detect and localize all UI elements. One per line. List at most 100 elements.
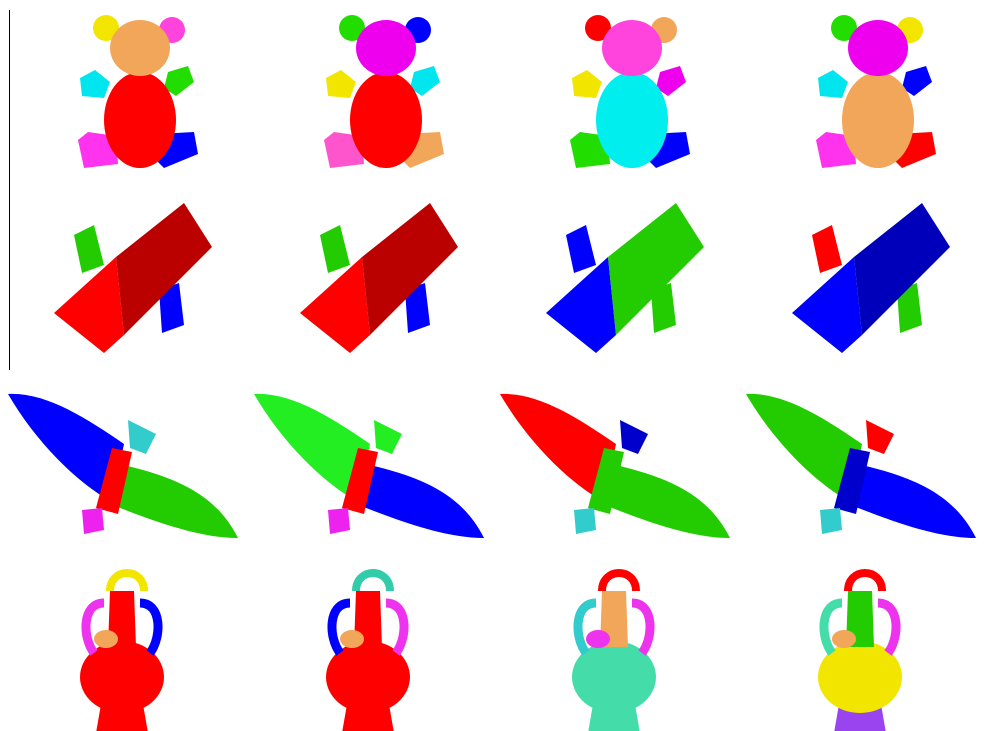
block-top-face — [116, 203, 212, 335]
bird-body — [96, 448, 132, 514]
shape-render-teddy-bear — [570, 15, 690, 168]
shape-cell-block — [492, 185, 738, 365]
block-peg-front — [651, 283, 676, 333]
shape-cell-block — [246, 185, 492, 365]
bear-head — [356, 20, 416, 76]
bear-body — [842, 72, 914, 168]
shape-group-vase — [326, 569, 410, 731]
shape-render-vase — [326, 569, 410, 731]
block-front-face — [300, 257, 370, 353]
block-top-face — [854, 203, 950, 335]
bird-head — [328, 508, 350, 534]
block-peg-back — [566, 225, 596, 273]
bird-wing-left — [500, 393, 616, 502]
bird-tail — [128, 420, 156, 454]
shape-cell-block — [738, 185, 984, 365]
block-peg-back — [812, 225, 842, 273]
shape-render-block — [792, 203, 950, 353]
bear-arm-left — [80, 70, 110, 98]
bear-ear-left — [831, 15, 857, 41]
bird-wing-right — [110, 466, 238, 538]
bird-wing-left — [254, 393, 370, 502]
bear-arm-left — [818, 70, 848, 98]
shape-render-block — [54, 203, 212, 353]
shape-cell-vase — [492, 555, 738, 731]
shape-cell-teddy-bear — [738, 0, 984, 180]
block-peg-back — [320, 225, 350, 273]
vase-handle-right — [385, 598, 409, 656]
block-peg-front — [897, 283, 922, 333]
bird-head — [82, 508, 104, 534]
bear-ear-left — [339, 15, 365, 41]
bird-tail — [866, 420, 894, 454]
vase-handle-right — [877, 598, 901, 656]
block-front-face — [546, 257, 616, 353]
shape-group-bird — [254, 393, 484, 538]
vase-neck — [600, 591, 628, 647]
vase-handle-left — [327, 598, 351, 656]
block-front-face — [54, 257, 124, 353]
bear-arm-left — [326, 70, 356, 98]
bird-body — [588, 448, 624, 514]
bird-wing-right — [602, 466, 730, 538]
shape-group-block — [54, 203, 212, 353]
left-divider-line — [9, 10, 10, 370]
shape-cell-bird — [246, 368, 492, 548]
vase-body — [326, 641, 410, 713]
shape-group-block — [546, 203, 704, 353]
bear-ear-left — [585, 15, 611, 41]
bear-arm-right — [656, 66, 686, 96]
bear-body — [596, 72, 668, 168]
block-top-face — [362, 203, 458, 335]
vase-body — [80, 641, 164, 713]
vase-top-handle — [844, 569, 886, 592]
vase-neck — [354, 591, 382, 647]
vase-handle-left — [573, 598, 597, 656]
bird-wing-right — [848, 466, 976, 538]
shape-cell-bird — [738, 368, 984, 548]
shape-cell-block — [0, 185, 246, 365]
bear-arm-right — [902, 66, 932, 96]
vase-handle-left — [819, 598, 843, 656]
bird-wing-left — [8, 393, 124, 502]
shape-group-teddy-bear — [570, 15, 690, 168]
shape-render-vase — [80, 569, 164, 731]
shape-group-block — [300, 203, 458, 353]
bird-head — [820, 508, 842, 534]
shape-cell-vase — [246, 555, 492, 731]
bear-head — [602, 20, 662, 76]
bird-body — [342, 448, 378, 514]
shape-render-bird — [500, 393, 730, 538]
block-peg-front — [159, 283, 184, 333]
shape-render-bird — [254, 393, 484, 538]
shape-render-block — [300, 203, 458, 353]
shape-render-teddy-bear — [324, 15, 444, 168]
shape-render-teddy-bear — [78, 15, 198, 168]
shape-cell-bird — [492, 368, 738, 548]
bird-head — [574, 508, 596, 534]
shape-group-bird — [500, 393, 730, 538]
bird-body — [834, 448, 870, 514]
bird-wing-left — [746, 393, 862, 502]
shape-group-vase — [818, 569, 902, 731]
shape-group-vase — [80, 569, 164, 731]
vase-top-handle — [352, 569, 394, 592]
block-peg-back — [74, 225, 104, 273]
vase-body — [572, 641, 656, 713]
block-peg-front — [405, 283, 430, 333]
shape-cell-vase — [0, 555, 246, 731]
shape-group-teddy-bear — [816, 15, 936, 168]
shape-render-vase — [572, 569, 656, 731]
vase-handle-right — [139, 598, 163, 656]
bird-tail — [620, 420, 648, 454]
bear-head — [848, 20, 908, 76]
shape-group-teddy-bear — [324, 15, 444, 168]
shape-cell-teddy-bear — [492, 0, 738, 180]
block-front-face — [792, 257, 862, 353]
bear-body — [350, 72, 422, 168]
shape-render-vase — [818, 569, 902, 731]
shape-render-bird — [8, 393, 238, 538]
bear-arm-left — [572, 70, 602, 98]
bear-ear-left — [93, 15, 119, 41]
